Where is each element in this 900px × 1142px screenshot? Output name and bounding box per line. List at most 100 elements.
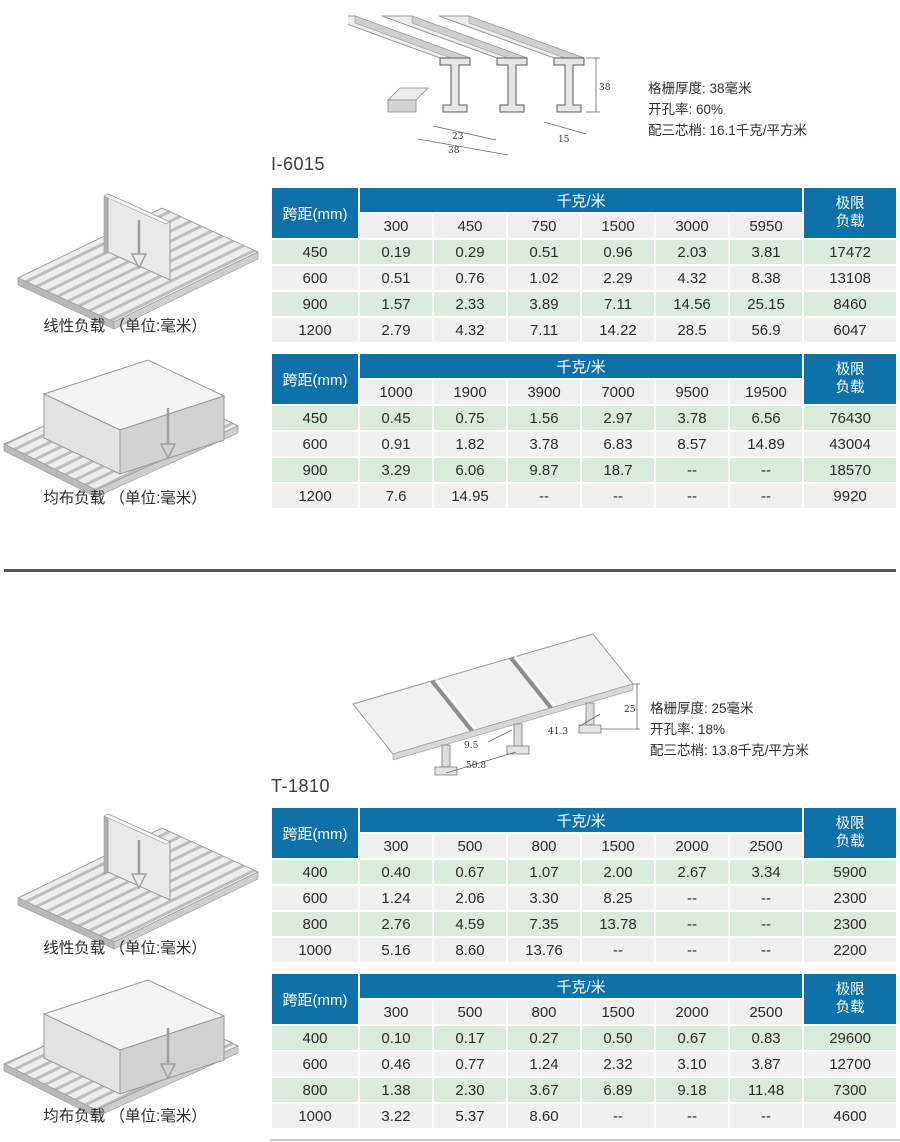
value-cell: -- (656, 938, 728, 962)
spec-weight: 配三芯梢: 16.1千克/平方米 (648, 123, 808, 138)
value-cell: 3.30 (508, 886, 580, 910)
linear-load-label: 线性负载 （单位:毫米） (43, 940, 207, 957)
value-cell: 0.67 (656, 1026, 728, 1050)
span-cell: 1200 (272, 318, 358, 342)
limit-cell: 6047 (804, 318, 897, 342)
table-row: 1200 7.6 14.95 -- -- -- -- 9920 (272, 484, 897, 508)
table-row: 1200 2.79 4.32 7.11 14.22 28.5 56.9 6047 (272, 318, 897, 342)
load-column-header: 7000 (582, 380, 654, 404)
value-cell: 3.78 (656, 406, 728, 430)
value-cell: 9.18 (656, 1078, 728, 1102)
value-cell: 3.81 (730, 240, 803, 264)
table-row: 400 0.10 0.17 0.27 0.50 0.67 0.83 29600 (272, 1026, 897, 1050)
down-arrow-icon (130, 220, 148, 270)
load-column-header: 1000 (360, 380, 432, 404)
load-column-header: 2500 (730, 1000, 803, 1024)
limit-cell: 7300 (804, 1078, 897, 1102)
unit-header-cell: 千克/米 (360, 188, 803, 212)
load-column-header: 19500 (730, 380, 803, 404)
load-column-header: 750 (508, 214, 580, 238)
value-cell: 1.56 (508, 406, 580, 430)
value-cell: -- (582, 938, 654, 962)
value-cell: 0.91 (360, 432, 432, 456)
value-cell: 3.78 (508, 432, 580, 456)
limit-header-cell: 极限负载 (804, 974, 897, 1024)
load-column-header: 2500 (730, 834, 803, 858)
i-beam-profile-drawing: 38 15 23 38 (348, 15, 610, 156)
table-row: 450 0.19 0.29 0.51 0.96 2.03 3.81 17472 (272, 240, 897, 264)
value-cell: 0.10 (360, 1026, 432, 1050)
value-cell: 0.46 (360, 1052, 432, 1076)
table-row: 450 0.45 0.75 1.56 2.97 3.78 6.56 76430 (272, 406, 897, 430)
value-cell: 7.35 (508, 912, 580, 936)
load-column-header: 3900 (508, 380, 580, 404)
load-column-header: 3000 (656, 214, 728, 238)
value-cell: 6.06 (434, 458, 506, 482)
value-cell: 11.48 (730, 1078, 803, 1102)
load-column-header: 300 (360, 1000, 432, 1024)
value-cell: 13.76 (508, 938, 580, 962)
span-header-cell: 跨距(mm) (272, 974, 358, 1024)
span-cell: 600 (272, 1052, 358, 1076)
value-cell: 2.67 (656, 860, 728, 884)
linear-load-illustration (16, 813, 260, 950)
value-cell: 6.83 (582, 432, 654, 456)
value-cell: 2.32 (582, 1052, 654, 1076)
span-header-cell: 跨距(mm) (272, 188, 358, 238)
span-cell: 600 (272, 266, 358, 290)
value-cell: -- (730, 938, 803, 962)
limit-header-cell: 极限负载 (804, 808, 897, 858)
value-cell: 7.11 (508, 318, 580, 342)
value-cell: -- (730, 886, 803, 910)
value-cell: -- (730, 484, 803, 508)
value-cell: 0.96 (582, 240, 654, 264)
linear-load-table-container: 跨距(mm) 千克/米 极限负载 300 450 750 1500 3000 5950 450 0.… (270, 186, 898, 344)
table-row: 1000 5.16 8.60 13.76 -- -- -- 2200 (272, 938, 897, 962)
value-cell: 5.16 (360, 938, 432, 962)
value-cell: 14.89 (730, 432, 803, 456)
uniform-load-label: 均布负载 （单位:毫米） (43, 1108, 207, 1125)
limit-cell: 9920 (804, 484, 897, 508)
value-cell: 25.15 (730, 292, 803, 316)
limit-cell: 13108 (804, 266, 897, 290)
value-cell: -- (582, 1104, 654, 1128)
product-title: I-6015 (271, 154, 326, 174)
value-cell: 13.78 (582, 912, 654, 936)
value-cell: 8.25 (582, 886, 654, 910)
load-column-header: 300 (360, 834, 432, 858)
value-cell: 28.5 (656, 318, 728, 342)
span-cell: 400 (272, 1026, 358, 1050)
dimension-label: 9.5 (464, 741, 479, 751)
dimension-lines (417, 57, 600, 156)
load-column-header: 1500 (582, 1000, 654, 1024)
value-cell: 5.37 (434, 1104, 506, 1128)
value-cell: 3.89 (508, 292, 580, 316)
unit-header-cell: 千克/米 (360, 354, 803, 378)
span-header-cell: 跨距(mm) (272, 354, 358, 404)
load-column-header: 450 (434, 214, 506, 238)
linear-load-table-container: 跨距(mm) 千克/米 极限负载 300 500 800 1500 2000 2500 400 0.… (270, 806, 898, 964)
linear-load-label: 线性负载 （单位:毫米） (43, 318, 207, 335)
value-cell: 3.29 (360, 458, 432, 482)
limit-cell: 43004 (804, 432, 897, 456)
span-cell: 1200 (272, 484, 358, 508)
value-cell: 7.11 (582, 292, 654, 316)
down-arrow-icon (159, 1028, 177, 1080)
limit-cell: 17472 (804, 240, 897, 264)
value-cell: 8.60 (434, 938, 506, 962)
limit-cell: 8460 (804, 292, 897, 316)
value-cell: -- (656, 458, 728, 482)
value-cell: 0.83 (730, 1026, 803, 1050)
limit-cell: 2200 (804, 938, 897, 962)
page-bottom-line (270, 1139, 900, 1141)
span-cell: 400 (272, 860, 358, 884)
spec-open-rate: 开孔率: 18% (650, 722, 726, 737)
unit-header-cell: 千克/米 (360, 974, 803, 998)
span-cell: 900 (272, 458, 358, 482)
linear-load-table: 跨距(mm) 千克/米 极限负载 300 450 750 1500 3000 5950 450 0.… (270, 186, 898, 344)
value-cell: 8.60 (508, 1104, 580, 1128)
t-profile-drawing: 25 41.3 9.5 50.8 (352, 633, 640, 776)
load-column-header: 1500 (582, 214, 654, 238)
load-column-header: 300 (360, 214, 432, 238)
